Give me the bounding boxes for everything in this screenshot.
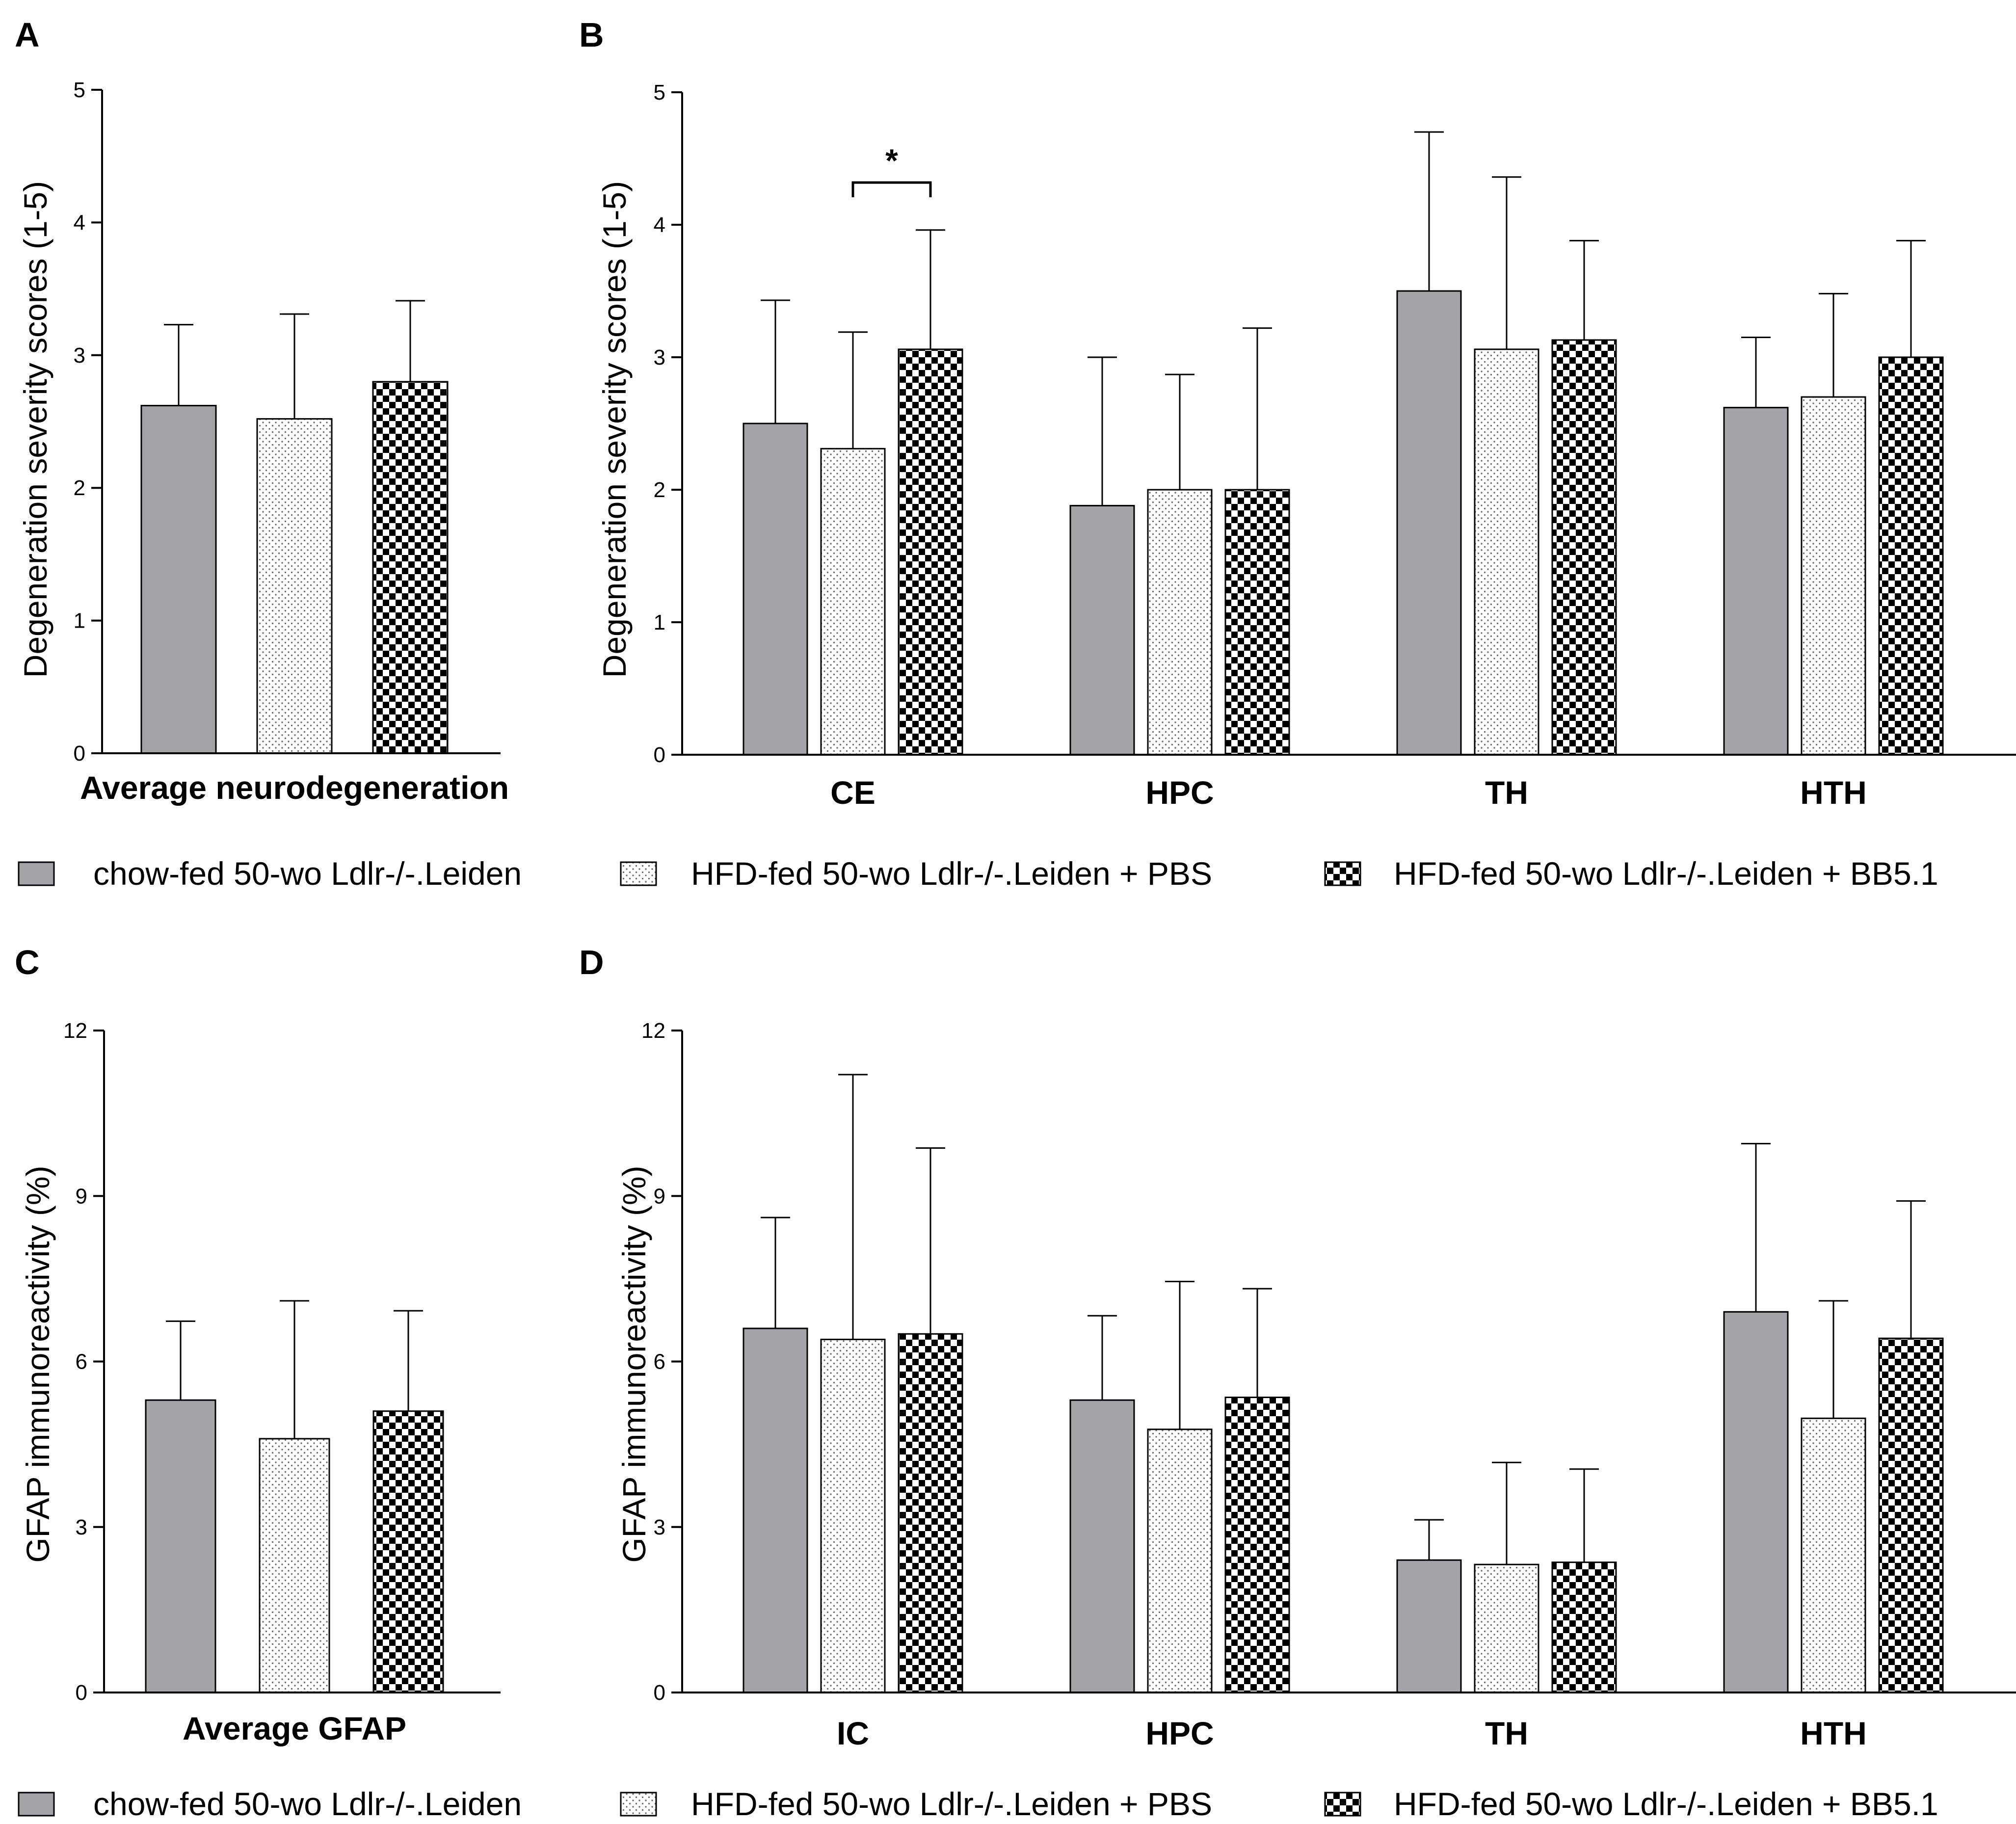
- y-tick-label-b: 1: [654, 610, 665, 634]
- bar-d-bb5-2: [1224, 1397, 1290, 1693]
- bar-d-chow-4: [1723, 1311, 1789, 1693]
- panel-c: C GFAP immunoreactivity (%) Average GFAP…: [15, 943, 501, 1746]
- category-label-d-th: TH: [1485, 1715, 1528, 1751]
- bar-d-chow-3: [1396, 1559, 1462, 1693]
- legend-label-bb5: HFD-fed 50-wo Ldlr-/-.Leiden + BB5.1: [1394, 855, 1938, 892]
- bar-d-pbs-2: [1147, 1428, 1213, 1693]
- bar-b-pbs-1: [820, 448, 886, 756]
- bar-d-bb5-1: [898, 1333, 963, 1693]
- bar-c-bb5-1: [372, 1410, 444, 1693]
- bar-d-pbs-3: [1474, 1563, 1539, 1693]
- bar-a-pbs-1: [256, 418, 333, 754]
- legend-swatch-pbs: [620, 861, 657, 886]
- bar-b-chow-4: [1723, 407, 1789, 756]
- bar-d-chow-2: [1069, 1399, 1135, 1693]
- y-axis-title-d: GFAP immunoreactivity (%): [616, 1165, 652, 1562]
- y-tick-label-d: 9: [654, 1184, 665, 1208]
- bar-b-chow-1: [743, 423, 808, 756]
- y-axis-title-b: Degeneration severity scores (1-5): [596, 181, 633, 678]
- category-label-b-hpc: HPC: [1145, 774, 1214, 811]
- bar-b-bb5-3: [1551, 339, 1617, 756]
- y-tick-label-a: 5: [74, 78, 85, 102]
- legend-swatch-chow: [18, 861, 55, 886]
- legend-swatch-chow-bottom: [18, 1792, 55, 1817]
- y-tick-label-c: 3: [76, 1515, 87, 1539]
- bar-d-pbs-1: [820, 1339, 886, 1693]
- y-tick-label-a: 0: [74, 741, 85, 766]
- bar-b-pbs-2: [1147, 489, 1213, 756]
- panel-d: D GFAP immunoreactivity (%) 0 3 6 9 12 IC HPC T…: [579, 943, 2016, 1751]
- panel-letter-b: B: [579, 16, 604, 54]
- category-label-b-hth: HTH: [1800, 774, 1867, 811]
- bar-a-bb5-1: [372, 381, 449, 754]
- y-tick-label-c: 12: [63, 1019, 87, 1043]
- legend-swatch-pbs-bottom: [620, 1792, 657, 1817]
- significance-bracket-b: [851, 181, 932, 197]
- legend-label-chow-bottom: chow-fed 50-wo Ldlr-/-.Leiden: [93, 1786, 522, 1822]
- bar-b-bb5-2: [1224, 489, 1290, 756]
- y-axis-title-c: GFAP immunoreactivity (%): [20, 1165, 56, 1562]
- y-tick-label-c: 6: [76, 1350, 87, 1374]
- y-axis-title-a: Degeneration severity scores (1-5): [17, 181, 53, 678]
- y-tick-label-c: 0: [76, 1681, 87, 1705]
- x-axis-title-c: Average GFAP: [183, 1710, 406, 1746]
- legend-top: chow-fed 50-wo Ldlr-/-.Leiden HFD-fed 50…: [18, 855, 1938, 892]
- legend-label-pbs-bottom: HFD-fed 50-wo Ldlr-/-.Leiden + PBS: [691, 1786, 1212, 1822]
- panel-a: A Degeneration severity scores (1-5) Ave…: [15, 16, 509, 806]
- bar-a-chow-1: [140, 405, 217, 754]
- legend-label-chow: chow-fed 50-wo Ldlr-/-.Leiden: [93, 855, 522, 892]
- x-axis-title-a: Average neurodegeneration: [80, 769, 509, 806]
- legend-label-bb5-bottom: HFD-fed 50-wo Ldlr-/-.Leiden + BB5.1: [1394, 1786, 1938, 1822]
- panel-letter-c: C: [15, 943, 40, 981]
- panel-letter-d: D: [579, 943, 604, 981]
- bar-b-chow-3: [1396, 290, 1462, 756]
- y-tick-label-a: 3: [74, 344, 85, 368]
- legend-swatch-bb5-bottom: [1324, 1792, 1361, 1817]
- legend-bottom: chow-fed 50-wo Ldlr-/-.Leiden HFD-fed 50…: [18, 1786, 1938, 1822]
- category-label-d-ic: IC: [837, 1715, 869, 1751]
- category-label-b-th: TH: [1485, 774, 1528, 811]
- legend-label-pbs: HFD-fed 50-wo Ldlr-/-.Leiden + PBS: [691, 855, 1212, 892]
- bar-b-chow-2: [1069, 504, 1135, 756]
- bar-d-chow-1: [743, 1327, 808, 1693]
- y-tick-label-d: 3: [654, 1515, 665, 1539]
- bar-d-bb5-3: [1551, 1561, 1617, 1693]
- legend-swatch-bb5: [1324, 861, 1361, 886]
- y-tick-label-c: 9: [76, 1184, 87, 1208]
- panel-b: B Degeneration severity scores (1-5) 0 1 2…: [579, 16, 2016, 811]
- bar-b-bb5-1: [898, 348, 963, 756]
- y-tick-label-d: 12: [641, 1019, 665, 1043]
- y-tick-label-a: 2: [74, 476, 85, 500]
- y-tick-label-d: 6: [654, 1350, 665, 1374]
- bar-c-pbs-1: [259, 1438, 330, 1693]
- y-tick-label-b: 4: [654, 213, 665, 237]
- y-tick-label-d: 0: [654, 1681, 665, 1705]
- y-tick-label-b: 2: [654, 478, 665, 502]
- panel-letter-a: A: [15, 16, 40, 54]
- bar-d-pbs-4: [1801, 1417, 1866, 1693]
- significance-star-b: *: [885, 142, 898, 179]
- bar-c-chow-1: [145, 1399, 216, 1693]
- y-tick-label-a: 4: [74, 211, 85, 235]
- bar-b-pbs-4: [1801, 396, 1866, 756]
- y-tick-label-b: 0: [654, 743, 665, 767]
- y-tick-label-a: 1: [74, 609, 85, 633]
- bar-b-pbs-3: [1474, 348, 1539, 756]
- bar-d-bb5-4: [1878, 1337, 1944, 1693]
- y-tick-label-b: 5: [654, 80, 665, 105]
- category-label-d-hth: HTH: [1800, 1715, 1867, 1751]
- category-label-d-hpc: HPC: [1145, 1715, 1214, 1751]
- category-label-b-ce: CE: [830, 774, 875, 811]
- bar-b-bb5-4: [1878, 356, 1944, 756]
- y-tick-label-b: 3: [654, 345, 665, 370]
